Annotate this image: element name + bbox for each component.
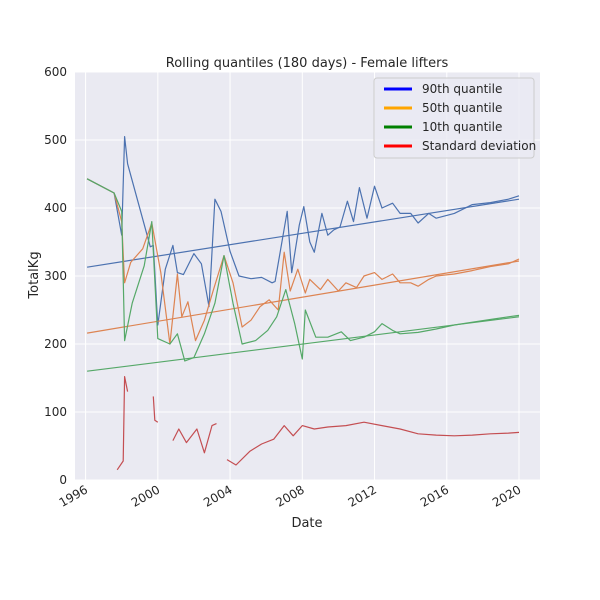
x-axis-title: Date <box>291 516 322 531</box>
y-tick-label: 0 <box>59 473 67 487</box>
series-line-10 <box>226 421 520 466</box>
y-tick-label: 200 <box>44 337 67 351</box>
series-line-5 <box>86 178 520 362</box>
series-line-6 <box>87 316 520 372</box>
series-line-1 <box>86 136 520 326</box>
legend: 90th quantile 50th quantile 10th quantile S… <box>373 77 536 159</box>
y-tick-label: 400 <box>44 201 67 215</box>
series-line-3 <box>86 178 520 345</box>
chart-title: Rolling quantiles (180 days) - Female li… <box>166 56 449 71</box>
y-axis-title: TotalKg <box>27 251 42 299</box>
series-line-9 <box>172 423 217 454</box>
series-line-7 <box>116 376 129 471</box>
legend-box <box>373 77 535 159</box>
series-line-2 <box>87 198 520 268</box>
y-tick-label: 100 <box>44 405 67 419</box>
legend-items: 90th quantile 50th quantile 10th quantile S… <box>384 82 536 153</box>
series-layer <box>86 136 520 471</box>
y-tick-label: 300 <box>44 269 67 283</box>
y-tick-label: 600 <box>44 65 67 79</box>
series-line-4 <box>87 260 520 334</box>
series-line-8 <box>152 396 159 423</box>
legend-label: Standard deviation <box>422 139 536 153</box>
legend-label: 90th quantile <box>422 82 502 96</box>
y-tick-label: 500 <box>44 133 67 147</box>
legend-label: 50th quantile <box>422 101 502 115</box>
legend-label: 10th quantile <box>422 120 502 134</box>
